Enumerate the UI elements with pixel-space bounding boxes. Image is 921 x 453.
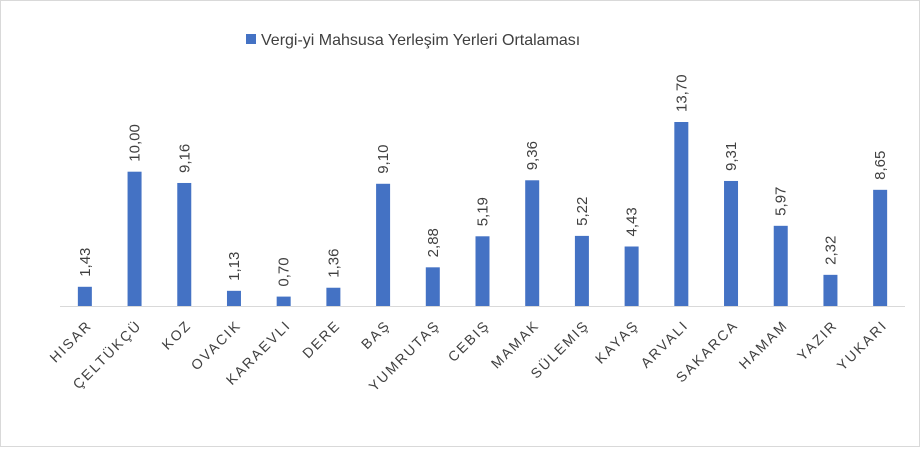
data-label: 2,88 — [425, 228, 442, 257]
bar — [823, 274, 838, 306]
data-label: 5,22 — [574, 197, 591, 226]
bar — [624, 246, 639, 306]
legend-label: Vergi-yi Mahsusa Yerleşim Yerleri Ortala… — [261, 32, 580, 49]
data-label: 9,31 — [723, 142, 740, 171]
data-label: 1,43 — [77, 248, 94, 277]
data-label: 9,10 — [375, 145, 392, 174]
bar — [724, 180, 739, 306]
bar — [674, 122, 689, 306]
data-label: 5,97 — [773, 187, 790, 216]
data-label: 13,70 — [673, 74, 690, 112]
bar — [574, 235, 589, 306]
data-label: 1,36 — [325, 249, 342, 278]
data-label: 10,00 — [127, 124, 144, 162]
bar — [127, 171, 142, 306]
bar — [226, 290, 241, 306]
bar — [77, 286, 92, 306]
bar — [425, 267, 440, 306]
bar — [773, 225, 788, 306]
bar — [326, 287, 341, 306]
data-label: 4,43 — [624, 207, 641, 236]
data-label: 8,65 — [872, 151, 889, 180]
data-label: 1,13 — [226, 252, 243, 281]
data-label: 0,70 — [276, 257, 293, 286]
data-label: 5,19 — [475, 197, 492, 226]
bar — [376, 183, 391, 306]
bar — [177, 182, 192, 306]
bar — [276, 296, 291, 306]
bar — [475, 236, 490, 306]
bar — [525, 180, 540, 306]
legend-swatch — [246, 34, 256, 44]
data-label: 2,32 — [822, 236, 839, 265]
data-label: 9,36 — [524, 141, 541, 170]
data-label: 9,16 — [176, 144, 193, 173]
bar — [873, 189, 888, 306]
